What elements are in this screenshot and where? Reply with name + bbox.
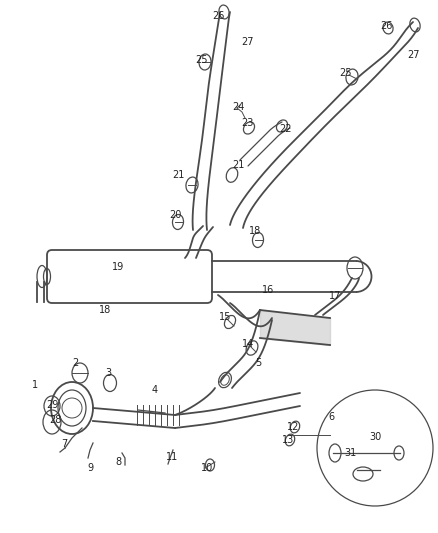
- Text: 26: 26: [380, 21, 392, 31]
- Text: 26: 26: [212, 11, 224, 21]
- Text: 3: 3: [105, 368, 111, 378]
- Text: 17: 17: [329, 291, 341, 301]
- Text: 19: 19: [112, 262, 124, 272]
- Text: 23: 23: [241, 118, 253, 128]
- Text: 5: 5: [255, 358, 261, 368]
- Text: 29: 29: [46, 400, 58, 410]
- Text: 28: 28: [49, 415, 61, 425]
- Text: 24: 24: [232, 102, 244, 112]
- Text: 31: 31: [344, 448, 356, 458]
- Text: 18: 18: [99, 305, 111, 315]
- Text: 13: 13: [282, 435, 294, 445]
- Text: 16: 16: [262, 285, 274, 295]
- Text: 9: 9: [87, 463, 93, 473]
- Text: 21: 21: [172, 170, 184, 180]
- Text: 15: 15: [219, 312, 231, 322]
- Text: 27: 27: [242, 37, 254, 47]
- Text: 21: 21: [232, 160, 244, 170]
- Text: 18: 18: [249, 226, 261, 236]
- Text: 25: 25: [196, 55, 208, 65]
- Text: 8: 8: [115, 457, 121, 467]
- Text: 12: 12: [287, 422, 299, 432]
- Text: 27: 27: [407, 50, 419, 60]
- Text: 10: 10: [201, 463, 213, 473]
- Text: 7: 7: [61, 439, 67, 449]
- Text: 14: 14: [242, 339, 254, 349]
- Text: 2: 2: [72, 358, 78, 368]
- Text: 20: 20: [169, 210, 181, 220]
- Text: 6: 6: [328, 412, 334, 422]
- Text: 4: 4: [152, 385, 158, 395]
- Text: 1: 1: [32, 380, 38, 390]
- Text: 25: 25: [340, 68, 352, 78]
- Text: 30: 30: [369, 432, 381, 442]
- Text: 11: 11: [166, 452, 178, 462]
- Text: 22: 22: [280, 124, 292, 134]
